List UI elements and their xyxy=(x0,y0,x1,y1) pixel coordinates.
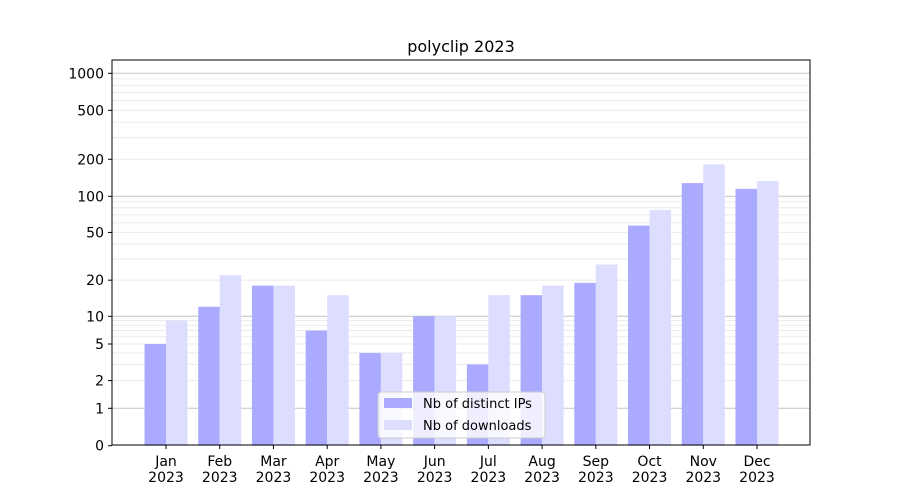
bar-distinct-ips xyxy=(144,343,166,446)
y-axis: 0 1 2 5 10 20 50 100 200 500 1000 xyxy=(68,66,112,455)
x-tick-label: Apr 2023 xyxy=(309,454,345,486)
x-tick-label: May 2023 xyxy=(363,454,399,486)
bar-distinct-ips xyxy=(574,282,596,446)
y-tick-label: 500 xyxy=(77,103,104,119)
y-tick-label: 5 xyxy=(95,337,104,353)
bar-downloads xyxy=(219,275,242,446)
bar-downloads xyxy=(542,285,564,446)
x-tick-label: Jul 2023 xyxy=(471,454,507,486)
y-tick-label: 0 xyxy=(95,439,104,455)
x-tick-label: Jun 2023 xyxy=(417,454,453,486)
y-tick-label: 100 xyxy=(77,189,104,205)
x-tick-label: Nov 2023 xyxy=(685,454,721,486)
x-tick-label: Mar 2023 xyxy=(256,454,292,486)
bar-distinct-ips xyxy=(628,225,650,446)
y-tick-label: 2 xyxy=(95,374,104,390)
x-tick-label: Feb 2023 xyxy=(202,454,238,486)
y-tick-label: 50 xyxy=(86,225,104,241)
x-tick-label: Oct 2023 xyxy=(632,454,668,486)
plot-frame xyxy=(111,59,811,446)
y-tick-label: 10 xyxy=(86,309,104,325)
legend-label-ips: Nb of distinct IPs xyxy=(423,397,532,412)
bar-distinct-ips xyxy=(198,306,220,446)
bar-downloads xyxy=(757,181,779,446)
x-tick-label: Jan 2023 xyxy=(148,454,184,486)
bar-downloads xyxy=(166,320,188,446)
x-tick-label: Sep 2023 xyxy=(578,454,614,486)
x-tick-label: Aug 2023 xyxy=(524,454,560,486)
bar-distinct-ips xyxy=(359,352,381,446)
legend-box xyxy=(377,391,546,439)
bar-distinct-ips xyxy=(735,188,757,446)
bar-downloads xyxy=(273,285,295,446)
y-tick-label: 1 xyxy=(95,401,104,417)
x-axis: Jan 2023 Feb 2023 Mar 2023 Apr 2023 May 2023 Jun 20… xyxy=(148,445,775,486)
legend-swatch-ips xyxy=(384,398,412,408)
bar-downloads xyxy=(327,295,349,446)
y-tick-label: 1000 xyxy=(68,66,104,82)
x-tick-label: Dec 2023 xyxy=(739,454,775,486)
bar-distinct-ips xyxy=(251,285,274,446)
bar-distinct-ips xyxy=(681,183,704,446)
chart-title: polyclip 2023 xyxy=(407,37,515,56)
bar-downloads xyxy=(649,209,672,446)
bar-downloads xyxy=(595,264,618,446)
bar-downloads xyxy=(703,164,725,446)
y-tick-label: 200 xyxy=(77,152,104,168)
legend: Nb of distinct IPs Nb of downloads xyxy=(377,391,546,439)
bar-distinct-ips xyxy=(305,330,328,446)
legend-label-downloads: Nb of downloads xyxy=(423,419,532,434)
y-tick-label: 20 xyxy=(86,273,104,289)
legend-swatch-downloads xyxy=(384,420,412,430)
